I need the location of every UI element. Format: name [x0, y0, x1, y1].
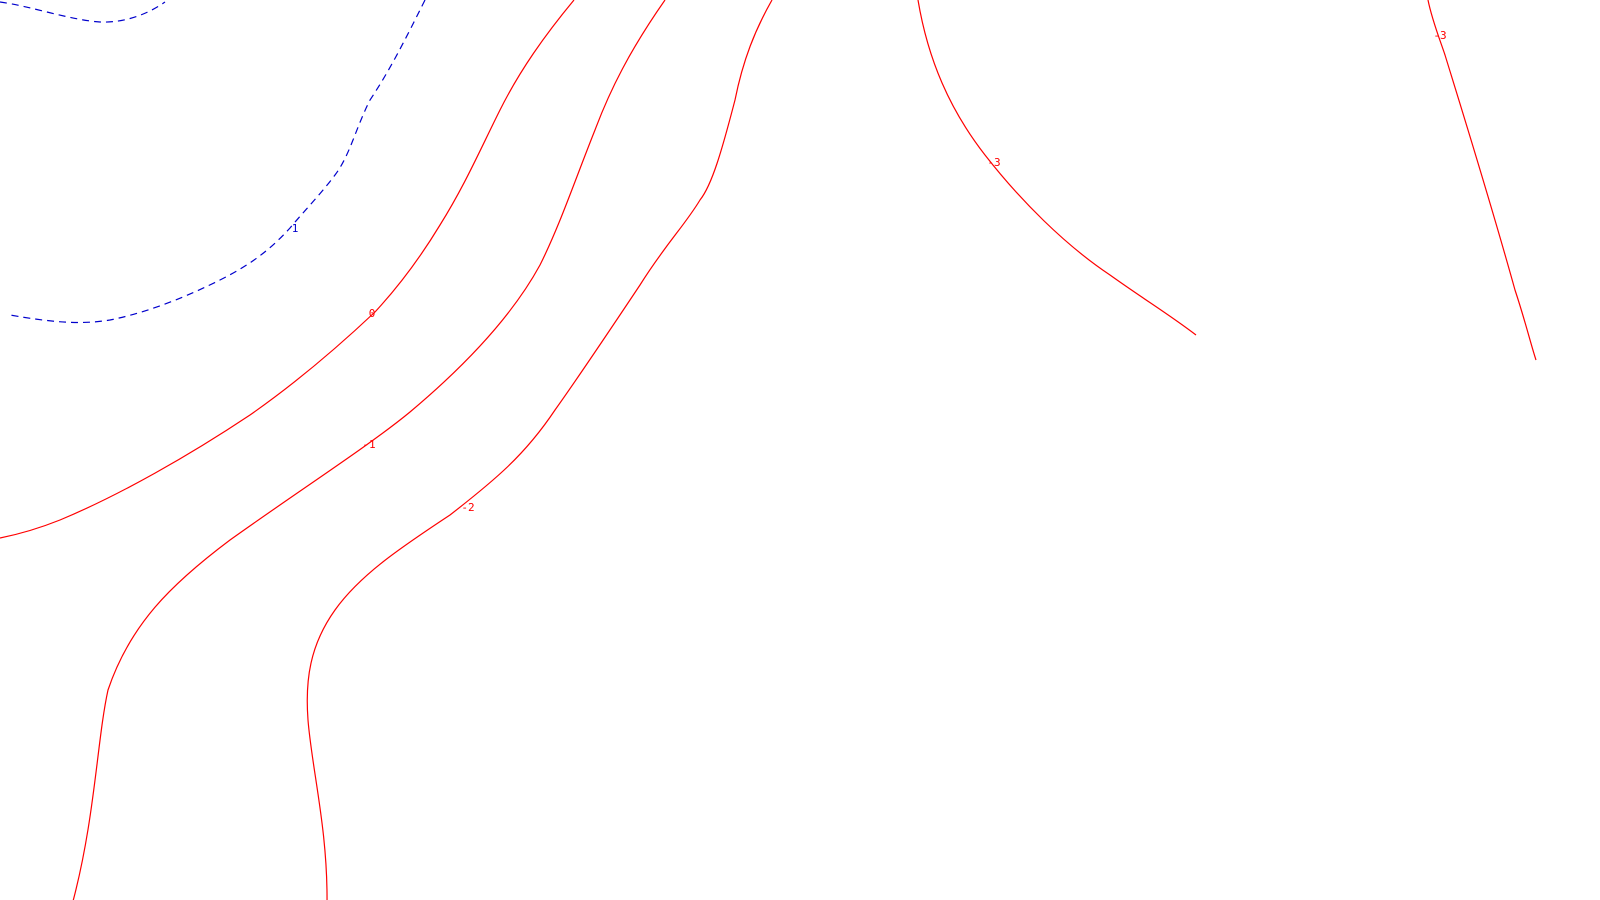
- contour-line-pos1-upper: [0, 1, 166, 23]
- contour-label-zero: 0: [369, 307, 376, 320]
- contour-label-neg3-right: -3: [1433, 29, 1446, 42]
- contour-line-neg3-right: [1427, 0, 1537, 361]
- contour-label-neg3-left: -3: [987, 156, 1000, 169]
- contour-line-neg2: [306, 0, 773, 900]
- contour-line-neg1: [72, 0, 666, 900]
- contour-line-zero: [0, 0, 575, 539]
- contour-line-pos1: [9, 0, 426, 324]
- contour-label-neg1: -1: [362, 438, 375, 451]
- contour-label-pos1: 1: [292, 222, 299, 235]
- contour-line-neg3-left: [917, 0, 1197, 336]
- contour-label-neg2: -2: [461, 501, 474, 514]
